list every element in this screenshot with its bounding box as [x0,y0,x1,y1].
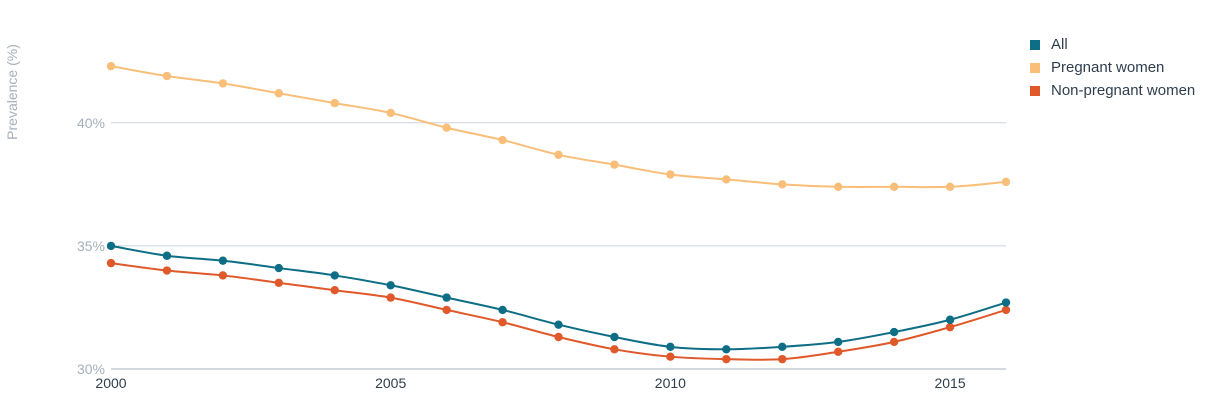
x-tick-label: 2010 [655,375,686,391]
data-point-non-pregnant-women-2011 [722,354,731,364]
data-point-pregnant-women-2013 [833,182,843,192]
legend-label: Pregnant women [1051,59,1165,76]
data-point-non-pregnant-women-2015 [945,322,955,332]
data-point-all-2015 [945,315,955,324]
legend-swatch [1030,85,1040,96]
data-point-all-2011 [722,345,731,354]
data-point-non-pregnant-women-2005 [386,293,395,302]
data-point-all-2006 [442,293,451,302]
data-point-non-pregnant-women-2006 [442,305,451,315]
data-point-non-pregnant-women-2014 [889,337,899,347]
x-tick-label: 2005 [375,375,406,391]
data-point-all-2000 [106,241,116,251]
data-point-non-pregnant-women-2007 [498,318,507,327]
y-tick-label: 35% [77,238,105,254]
data-point-pregnant-women-2006 [442,123,451,132]
data-point-all-2014 [889,327,899,337]
legend-swatch [1030,62,1040,73]
legend-label: All [1051,36,1068,53]
legend-swatch [1030,39,1040,50]
data-point-pregnant-women-2002 [218,79,228,88]
data-point-non-pregnant-women-2012 [778,354,787,364]
data-point-pregnant-women-2004 [330,98,339,108]
y-tick-label: 30% [77,361,105,377]
chart-legend: All Pregnant women Non-pregnant women [1030,33,1195,102]
data-point-all-2004 [330,271,339,280]
data-point-pregnant-women-2015 [945,182,955,192]
data-point-all-2013 [833,337,843,347]
data-point-all-2012 [778,342,787,352]
legend-label: Non-pregnant women [1051,82,1196,99]
data-point-pregnant-women-2003 [274,89,284,98]
data-point-all-2001 [162,251,172,260]
data-point-pregnant-women-2000 [106,61,116,71]
data-point-non-pregnant-women-2004 [330,286,339,295]
data-point-non-pregnant-women-2008 [554,332,563,342]
data-point-all-2008 [554,320,563,329]
data-point-non-pregnant-women-2000 [106,258,116,268]
data-point-pregnant-women-2009 [610,160,619,169]
data-point-non-pregnant-women-2003 [274,278,284,288]
data-point-all-2009 [610,332,619,342]
data-point-pregnant-women-2005 [386,108,395,118]
data-point-all-2002 [218,256,228,265]
data-point-non-pregnant-women-2016 [1001,305,1011,315]
x-tick-label: 2000 [95,375,126,391]
data-point-pregnant-women-2007 [498,135,507,145]
data-point-pregnant-women-2012 [778,180,787,189]
legend-item: Pregnant women [1030,56,1195,79]
data-point-non-pregnant-women-2002 [218,271,228,280]
series-line-pregnant-women [110,65,1007,189]
data-point-non-pregnant-women-2013 [833,347,843,356]
legend-item: Non-pregnant women [1030,79,1195,102]
x-tick-label: 2015 [934,375,965,391]
data-point-non-pregnant-women-2010 [666,352,675,361]
y-tick-label: 40% [77,115,105,131]
data-point-all-2010 [666,342,675,352]
data-point-pregnant-women-2010 [666,170,675,179]
data-point-non-pregnant-women-2001 [162,266,172,275]
data-point-pregnant-women-2001 [162,71,172,81]
data-point-pregnant-women-2016 [1001,177,1011,187]
data-point-all-2007 [498,305,507,315]
data-point-all-2005 [386,281,395,290]
data-point-all-2003 [274,263,284,273]
y-axis-title: Prevalence (%) [4,44,20,140]
series-line-non-pregnant-women [110,262,1007,361]
data-point-pregnant-women-2008 [554,150,563,159]
data-point-non-pregnant-women-2009 [610,345,619,354]
data-point-all-2016 [1001,298,1011,307]
data-point-pregnant-women-2011 [722,175,731,184]
data-point-pregnant-women-2014 [889,182,899,192]
legend-item: All [1030,33,1195,56]
